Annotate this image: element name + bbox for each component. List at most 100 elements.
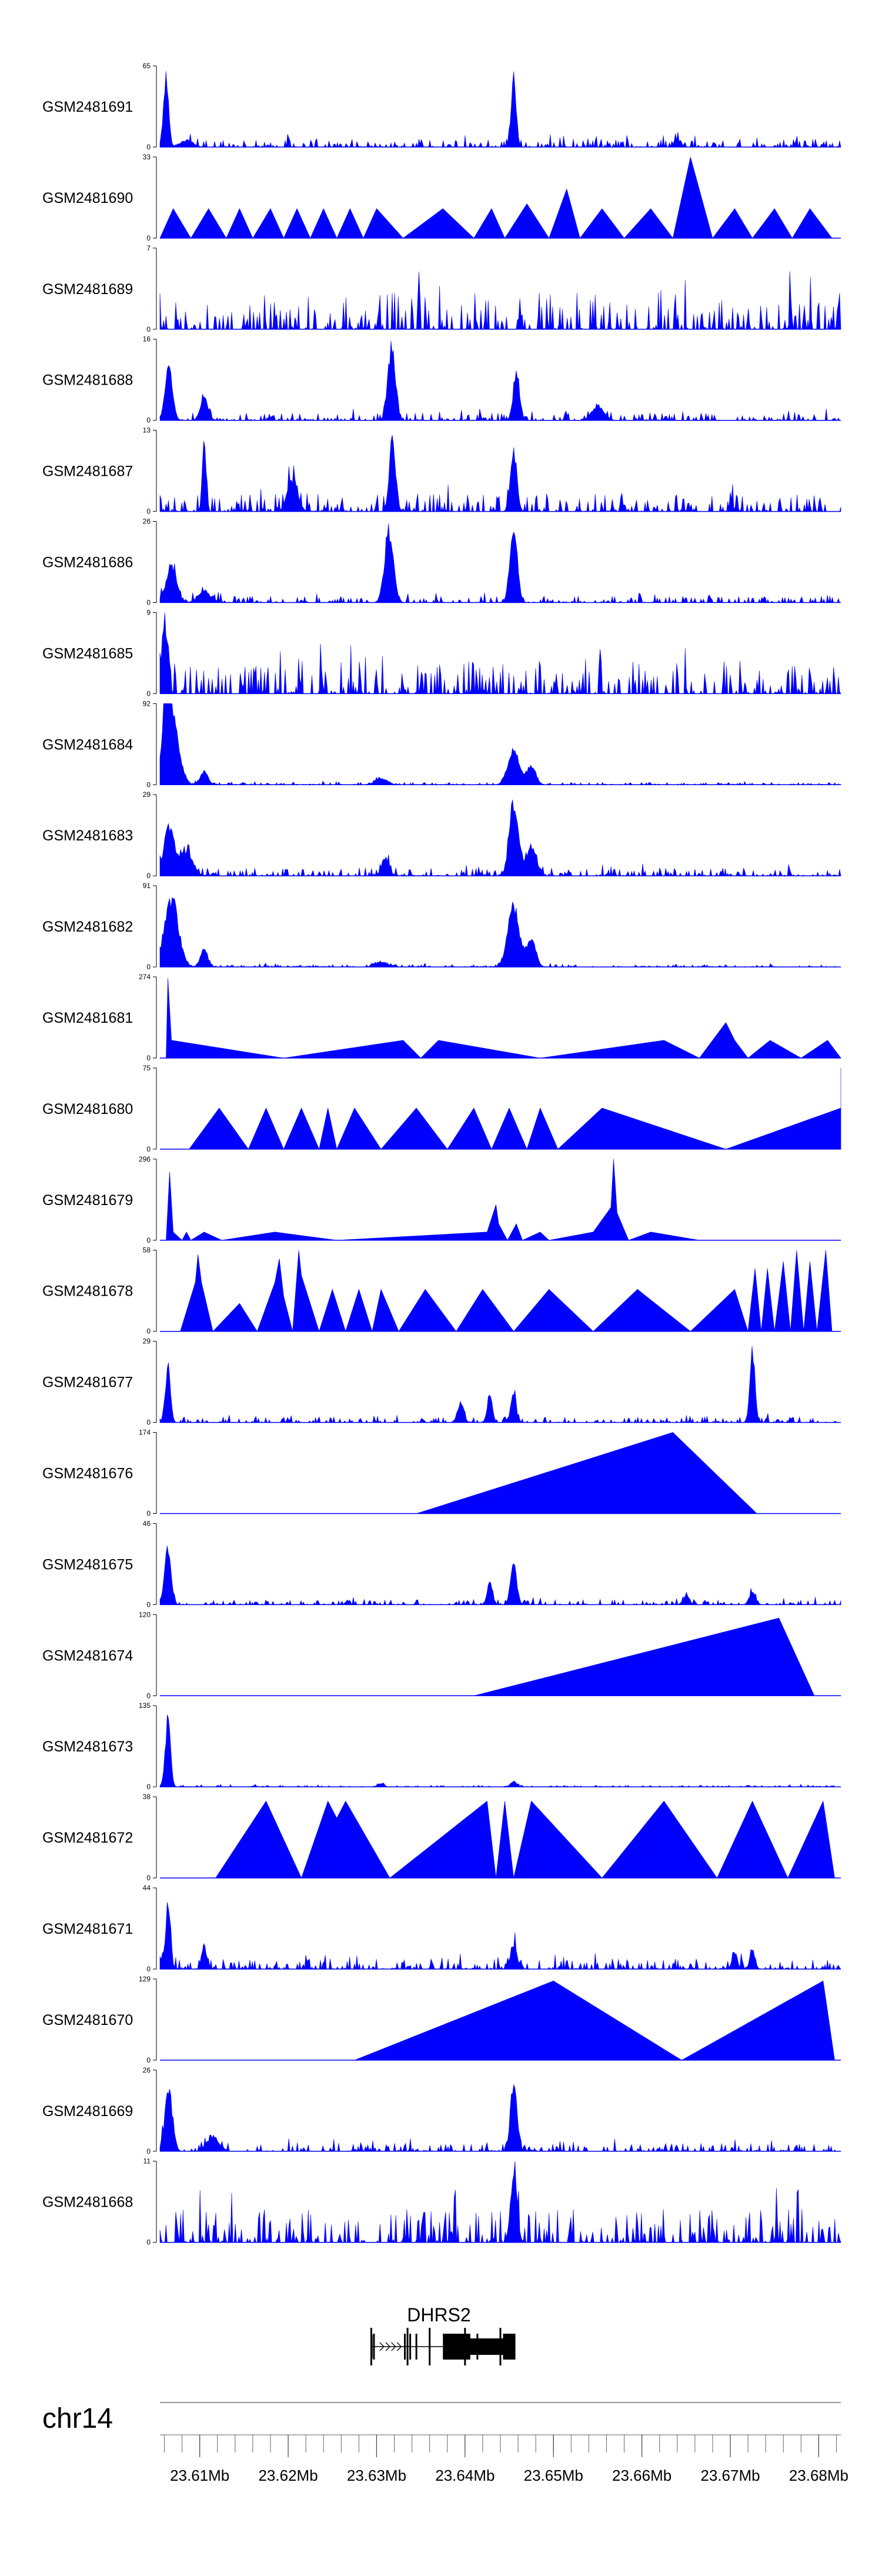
track-label: GSM2481682 — [42, 919, 133, 935]
track-GSM2481685: GSM2481685 9 0 — [42, 608, 841, 698]
y-zero-label: 0 — [146, 1145, 151, 1153]
track-label: GSM2481691 — [42, 99, 133, 115]
y-max-label: 129 — [139, 1975, 151, 1983]
coverage-area — [166, 977, 841, 1059]
coverage-area — [159, 1902, 841, 1970]
coverage-area — [189, 1067, 841, 1150]
track-GSM2481670: GSM2481670 129 0 — [42, 1975, 841, 2064]
y-zero-label: 0 — [146, 2147, 151, 2155]
coverage-area — [473, 1617, 815, 1696]
y-max-label: 7 — [146, 244, 151, 252]
y-max-label: 120 — [139, 1610, 151, 1619]
track-GSM2481675: GSM2481675 46 0 — [42, 1519, 841, 1609]
gene-exon — [429, 2328, 431, 2365]
coverage-area — [159, 799, 841, 877]
coverage-area — [354, 1980, 835, 2061]
x-tick-label: 23.62Mb — [258, 2467, 318, 2484]
y-max-label: 296 — [139, 1155, 151, 1163]
track-GSM2481686: GSM2481686 26 0 — [42, 518, 841, 607]
track-GSM2481687: GSM2481687 13 0 — [42, 426, 841, 516]
y-zero-label: 0 — [146, 1510, 151, 1518]
gene-exon — [455, 2334, 457, 2360]
gene-exon-block — [505, 2334, 516, 2360]
track-label: GSM2481668 — [42, 2194, 133, 2211]
x-tick-label: 23.67Mb — [700, 2467, 760, 2484]
track-GSM2481669: GSM2481669 26 0 — [42, 2066, 841, 2155]
track-GSM2481676: GSM2481676 174 0 — [42, 1429, 841, 1518]
track-label: GSM2481671 — [42, 1921, 133, 1937]
track-label: GSM2481674 — [42, 1647, 133, 1664]
coverage-area — [159, 2161, 841, 2243]
y-zero-label: 0 — [146, 143, 151, 151]
x-tick-label: 23.61Mb — [170, 2467, 229, 2484]
y-zero-label: 0 — [146, 325, 151, 333]
coverage-area — [159, 523, 841, 603]
y-zero-label: 0 — [146, 1783, 151, 1791]
track-label: GSM2481669 — [42, 2103, 133, 2120]
gene-exon-block — [469, 2338, 505, 2355]
track-label: GSM2481678 — [42, 1283, 133, 1300]
strand-arrow-1 — [385, 2342, 390, 2351]
gene-exon — [476, 2334, 479, 2360]
y-zero-label: 0 — [146, 1327, 151, 1336]
track-label: GSM2481687 — [42, 463, 133, 480]
y-max-label: 11 — [143, 2157, 151, 2165]
y-max-label: 29 — [143, 790, 151, 799]
y-max-label: 174 — [139, 1429, 151, 1437]
y-zero-label: 0 — [146, 689, 151, 698]
gene-exon — [503, 2334, 505, 2360]
y-max-label: 65 — [143, 62, 151, 70]
track-GSM2481682: GSM2481682 91 0 — [42, 882, 841, 971]
coverage-area — [159, 435, 841, 512]
gene-exon — [499, 2328, 502, 2365]
coverage-area — [180, 1250, 833, 1332]
y-max-label: 29 — [143, 1337, 151, 1346]
track-label: GSM2481679 — [42, 1192, 133, 1209]
track-label: GSM2481688 — [42, 372, 133, 389]
track-GSM2481689: GSM2481689 7 0 — [42, 244, 841, 333]
track-label: GSM2481683 — [42, 827, 133, 844]
track-label: GSM2481672 — [42, 1830, 133, 1846]
track-label: GSM2481689 — [42, 281, 133, 298]
gene-exon — [406, 2328, 409, 2365]
coverage-area — [166, 1159, 700, 1241]
y-max-label: 92 — [143, 699, 151, 708]
coverage-area — [159, 1714, 841, 1787]
track-GSM2481668: GSM2481668 11 0 — [42, 2157, 841, 2247]
y-zero-label: 0 — [146, 872, 151, 880]
y-zero-label: 0 — [146, 780, 151, 789]
y-zero-label: 0 — [146, 234, 151, 242]
y-zero-label: 0 — [146, 1600, 151, 1609]
y-max-label: 13 — [143, 426, 151, 435]
y-max-label: 135 — [139, 1701, 151, 1710]
gene-model: DHRS2 — [370, 2304, 516, 2365]
coverage-area — [159, 156, 833, 239]
y-max-label: 75 — [143, 1064, 151, 1072]
track-GSM2481671: GSM2481671 44 0 — [42, 1884, 841, 1973]
track-GSM2481680: GSM2481680 75 0 — [42, 1064, 841, 1153]
x-tick-label: 23.64Mb — [435, 2467, 495, 2484]
gene-exon — [513, 2334, 515, 2360]
y-max-label: 9 — [146, 608, 151, 616]
chromosome-label: chr14 — [42, 2403, 113, 2434]
x-tick-label: 23.68Mb — [789, 2467, 848, 2484]
gene-name-label: DHRS2 — [407, 2304, 470, 2325]
gene-exon — [404, 2334, 406, 2360]
y-max-label: 46 — [143, 1519, 151, 1527]
track-label: GSM2481684 — [42, 736, 133, 753]
track-label: GSM2481673 — [42, 1739, 133, 1755]
track-GSM2481672: GSM2481672 38 0 — [42, 1793, 841, 1882]
track-label: GSM2481675 — [42, 1556, 133, 1573]
track-label: GSM2481680 — [42, 1101, 133, 1117]
y-max-label: 274 — [139, 973, 151, 981]
y-zero-label: 0 — [146, 1236, 151, 1244]
track-label: GSM2481676 — [42, 1466, 133, 1482]
y-zero-label: 0 — [146, 2238, 151, 2247]
coverage-area — [159, 2084, 841, 2152]
y-max-label: 38 — [143, 1793, 151, 1801]
track-GSM2481673: GSM2481673 135 0 — [42, 1701, 841, 1791]
y-max-label: 26 — [143, 518, 151, 526]
y-max-label: 26 — [143, 2066, 151, 2074]
coverage-area — [159, 1346, 841, 1423]
